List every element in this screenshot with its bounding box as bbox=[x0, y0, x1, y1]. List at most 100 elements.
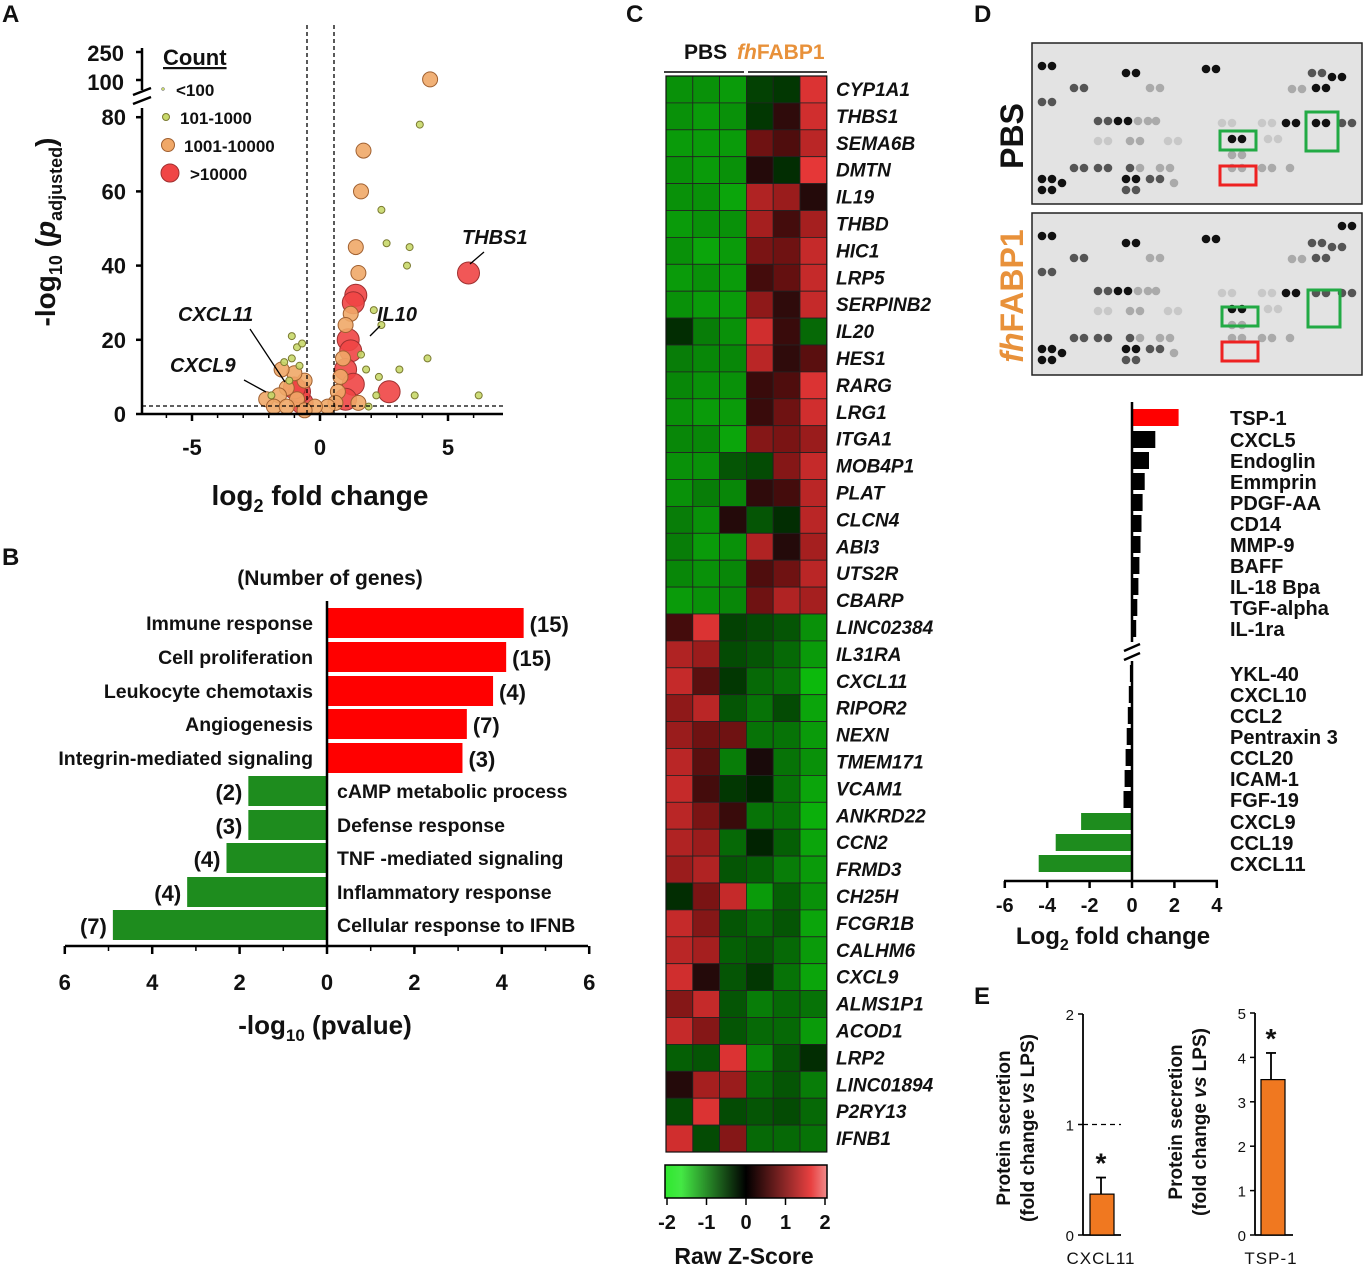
panel-letter-c: C bbox=[626, 1, 643, 28]
heatmap-cell bbox=[719, 236, 747, 265]
heatmap-cell bbox=[692, 586, 720, 615]
blot-spot bbox=[1273, 304, 1283, 314]
secretion-y-tick-label: 4 bbox=[1238, 1050, 1246, 1067]
go-term-label: TNF -mediated signaling bbox=[337, 848, 563, 870]
heatmap-cell bbox=[692, 75, 720, 104]
secretion-bar bbox=[1089, 1193, 1115, 1236]
secretion-y-label-2a: Protein secretion bbox=[1166, 1044, 1187, 1199]
blot-spot bbox=[1121, 185, 1131, 195]
heatmap-cell bbox=[799, 909, 828, 938]
heatmap-cell bbox=[692, 748, 720, 776]
blot-spot bbox=[1093, 163, 1103, 173]
protein-label: CXCL5 bbox=[1230, 430, 1296, 452]
heatmap-cell bbox=[799, 990, 828, 1018]
volcano-point bbox=[350, 394, 367, 411]
volcano-point bbox=[350, 265, 367, 281]
volcano-point bbox=[287, 332, 296, 341]
blot-spot bbox=[1047, 97, 1057, 107]
heatmap-scale-title: Raw Z-Score bbox=[674, 1243, 813, 1269]
panel-letter-d: D bbox=[974, 1, 991, 28]
blot-spot bbox=[1121, 68, 1131, 78]
blot-spot bbox=[1133, 116, 1143, 126]
blot-spot bbox=[1337, 221, 1347, 231]
heatmap-cell bbox=[665, 479, 694, 507]
go-gene-count: (7) bbox=[473, 713, 500, 738]
go-gene-count: (15) bbox=[530, 612, 569, 637]
heatmap-cell bbox=[799, 1017, 828, 1045]
blot-spot bbox=[1347, 118, 1357, 128]
heatmap-cell bbox=[772, 398, 801, 427]
blot-spot bbox=[1227, 333, 1237, 343]
secretion-bar bbox=[1260, 1078, 1286, 1236]
blot-spot bbox=[1287, 254, 1297, 264]
heatmap-cell bbox=[719, 532, 747, 561]
heatmap-cell bbox=[799, 1097, 828, 1126]
volcano-point bbox=[267, 391, 276, 400]
heatmap-cell bbox=[772, 559, 801, 588]
heatmap-cell bbox=[772, 667, 801, 696]
blot-spot bbox=[1337, 242, 1347, 252]
blot-spot bbox=[1069, 253, 1079, 263]
heatmap-cell bbox=[665, 129, 694, 158]
heatmap-cell bbox=[799, 963, 828, 992]
heatmap-cell bbox=[746, 559, 774, 588]
blot-spot bbox=[1237, 150, 1247, 160]
heatmap-gene-label: ALMS1P1 bbox=[835, 995, 924, 1016]
heatmap-cell bbox=[799, 1124, 828, 1153]
heatmap-cell bbox=[746, 882, 774, 911]
heatmap-gene-label: NEXN bbox=[836, 726, 890, 747]
blot-spot bbox=[1155, 163, 1165, 173]
heatmap-cell bbox=[665, 398, 694, 427]
blot-spot bbox=[1103, 333, 1113, 343]
heatmap-cell bbox=[692, 882, 720, 911]
blot-highlight-green-4 bbox=[1306, 288, 1342, 329]
heatmap-cell bbox=[719, 990, 747, 1018]
blot-spot bbox=[1103, 136, 1113, 146]
heatmap-cell bbox=[746, 1044, 774, 1072]
heatmap-cell bbox=[746, 479, 774, 507]
fold-change-bar bbox=[1132, 494, 1143, 511]
go-x-tick-label: 4 bbox=[146, 970, 159, 995]
blot-label-fhfabp1: fhFABP1 bbox=[994, 229, 1030, 362]
blot-spot bbox=[1131, 355, 1141, 365]
heatmap-cell bbox=[799, 694, 828, 723]
blot-spot bbox=[1307, 238, 1317, 248]
volcano-x-label: log2 fold change bbox=[212, 480, 429, 516]
heatmap-cell bbox=[799, 667, 828, 696]
heatmap-cell bbox=[799, 532, 828, 561]
heatmap-cell bbox=[665, 1044, 694, 1072]
heatmap-cell bbox=[719, 586, 747, 615]
protein-label: IL-18 Bpa bbox=[1230, 577, 1321, 599]
blot-spot bbox=[1337, 72, 1347, 82]
blot-spot bbox=[1079, 163, 1089, 173]
volcano-y-ticks: 0 20 40 60 80 bbox=[102, 105, 142, 427]
heatmap-cell bbox=[719, 425, 747, 454]
heatmap-cell bbox=[799, 505, 828, 534]
annotation-thbs1: THBS1 bbox=[462, 227, 528, 249]
go-x-label: -log10 (pvalue) bbox=[238, 1010, 412, 1045]
heatmap-cell bbox=[692, 667, 720, 696]
volcano-point bbox=[369, 306, 378, 315]
heatmap-gene-label: IL20 bbox=[836, 322, 874, 343]
blot-spot bbox=[1121, 238, 1131, 248]
annotation-cxcl11: CXCL11 bbox=[178, 304, 253, 326]
blot-spot bbox=[1227, 150, 1237, 160]
heatmap-cell bbox=[746, 828, 774, 857]
heatmap-cell bbox=[692, 290, 720, 319]
heatmap-cell bbox=[799, 613, 828, 642]
go-bar bbox=[327, 709, 467, 739]
heatmap-cell bbox=[692, 801, 720, 830]
volcano-tick-label-250: 250 bbox=[87, 41, 124, 66]
heatmap-gene-label: PLAT bbox=[836, 484, 886, 505]
blot-spot bbox=[1227, 288, 1237, 298]
annotation-il10: IL10 bbox=[377, 304, 417, 326]
protein-label: CCL20 bbox=[1230, 748, 1293, 770]
blot-spot bbox=[1321, 118, 1331, 128]
protein-label: CXCL11 bbox=[1230, 854, 1306, 876]
secretion-y-tick-label: 0 bbox=[1238, 1228, 1246, 1245]
blot-spot bbox=[1125, 136, 1135, 146]
blot-spot bbox=[1057, 348, 1067, 358]
blot-spot bbox=[1347, 221, 1357, 231]
go-bar bbox=[327, 642, 507, 672]
heatmap-cell bbox=[665, 344, 694, 373]
